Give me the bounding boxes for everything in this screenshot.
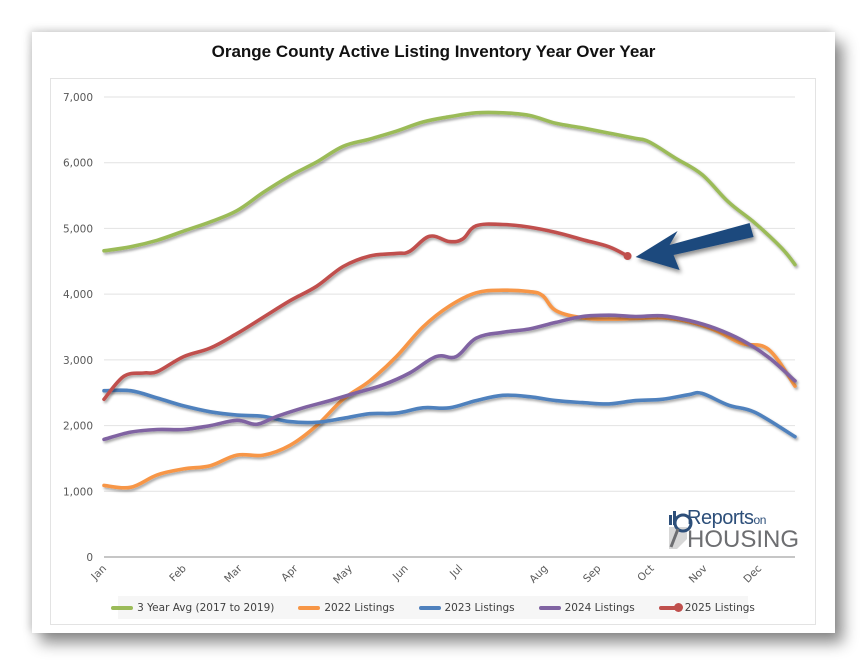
plot-area xyxy=(50,78,816,625)
legend-line-swatch-icon xyxy=(298,605,321,610)
legend-item: 2022 Listings xyxy=(298,601,395,614)
legend-label: 2022 Listings xyxy=(324,601,395,614)
legend-line-swatch-icon xyxy=(111,605,134,610)
x-tick-label: Mar xyxy=(222,562,245,585)
legend-label: 3 Year Avg (2017 to 2019) xyxy=(137,601,275,614)
logo-text-reports: Reportson xyxy=(687,507,766,530)
legend-label: 2023 Listings xyxy=(444,601,515,614)
legend-label: 2025 Listings xyxy=(684,601,755,614)
legend-label: 2024 Listings xyxy=(564,601,635,614)
logo-magnifier-icon xyxy=(669,511,693,549)
series-2024-listings xyxy=(102,313,797,442)
last-value-marker xyxy=(623,252,632,261)
legend-item: 3 Year Avg (2017 to 2019) xyxy=(111,602,274,614)
reports-on-housing-logo: Reportson HOUSING xyxy=(667,507,799,555)
chart-title: Orange County Active Listing Inventory Y… xyxy=(211,42,656,61)
x-tick-label: Sep xyxy=(581,562,604,585)
y-tick-label: 2,000 xyxy=(63,421,93,433)
arrow-shape xyxy=(635,223,754,270)
logo-text-housing: HOUSING xyxy=(687,526,800,553)
x-tick-label: Apr xyxy=(279,562,301,584)
x-tick-label: Oct xyxy=(635,563,656,584)
legend-line-swatch-icon xyxy=(538,605,561,610)
logo-on-word: on xyxy=(753,513,767,527)
y-tick-label: 0 xyxy=(86,552,93,564)
series-line xyxy=(102,313,797,442)
x-tick-label: Jan xyxy=(88,563,109,584)
y-tick-label: 7,000 xyxy=(63,92,93,104)
x-axis-ticks: Jan Feb Mar Apr May Jun Jul Aug Sep Oct Nov Dec xyxy=(88,562,764,586)
legend-item: 2023 Listings xyxy=(418,601,515,614)
series-line xyxy=(102,222,630,402)
x-tick-label: Aug xyxy=(527,563,550,586)
x-tick-label: Nov xyxy=(687,563,710,586)
y-tick-label: 6,000 xyxy=(63,158,93,170)
annotation-arrow xyxy=(635,223,754,270)
legend: 3 Year Avg (2017 to 2019) 2022 Listings 20… xyxy=(111,596,755,619)
x-tick-label: Jun xyxy=(390,563,411,584)
series-2025-listings xyxy=(102,222,632,402)
legend-marker-dot-icon xyxy=(673,603,683,612)
y-tick-label: 5,000 xyxy=(63,223,93,235)
series-lines xyxy=(102,110,797,490)
legend-item: 2025 Listings xyxy=(658,601,755,614)
x-tick-label: Jul xyxy=(447,563,465,581)
legend-line-swatch-icon xyxy=(658,603,683,612)
series-3-year-avg-2017-to-2019 xyxy=(102,110,797,267)
legend-item: 2024 Listings xyxy=(538,601,635,614)
x-tick-label: May xyxy=(331,563,355,587)
y-axis-ticks: 0 1,000 2,000 3,000 4,000 5,000 6,000 7,000 xyxy=(63,92,93,564)
logo-reports-word: Reports xyxy=(687,507,754,529)
y-tick-label: 1,000 xyxy=(63,486,93,498)
series-2023-listings xyxy=(102,388,797,439)
y-tick-label: 3,000 xyxy=(63,355,93,367)
gridlines xyxy=(104,96,795,492)
y-tick-label: 4,000 xyxy=(63,289,93,301)
series-line xyxy=(102,110,797,267)
x-tick-label: Dec xyxy=(741,562,764,585)
legend-line-swatch-icon xyxy=(418,605,441,610)
x-tick-label: Feb xyxy=(167,562,189,584)
series-line xyxy=(102,388,797,439)
